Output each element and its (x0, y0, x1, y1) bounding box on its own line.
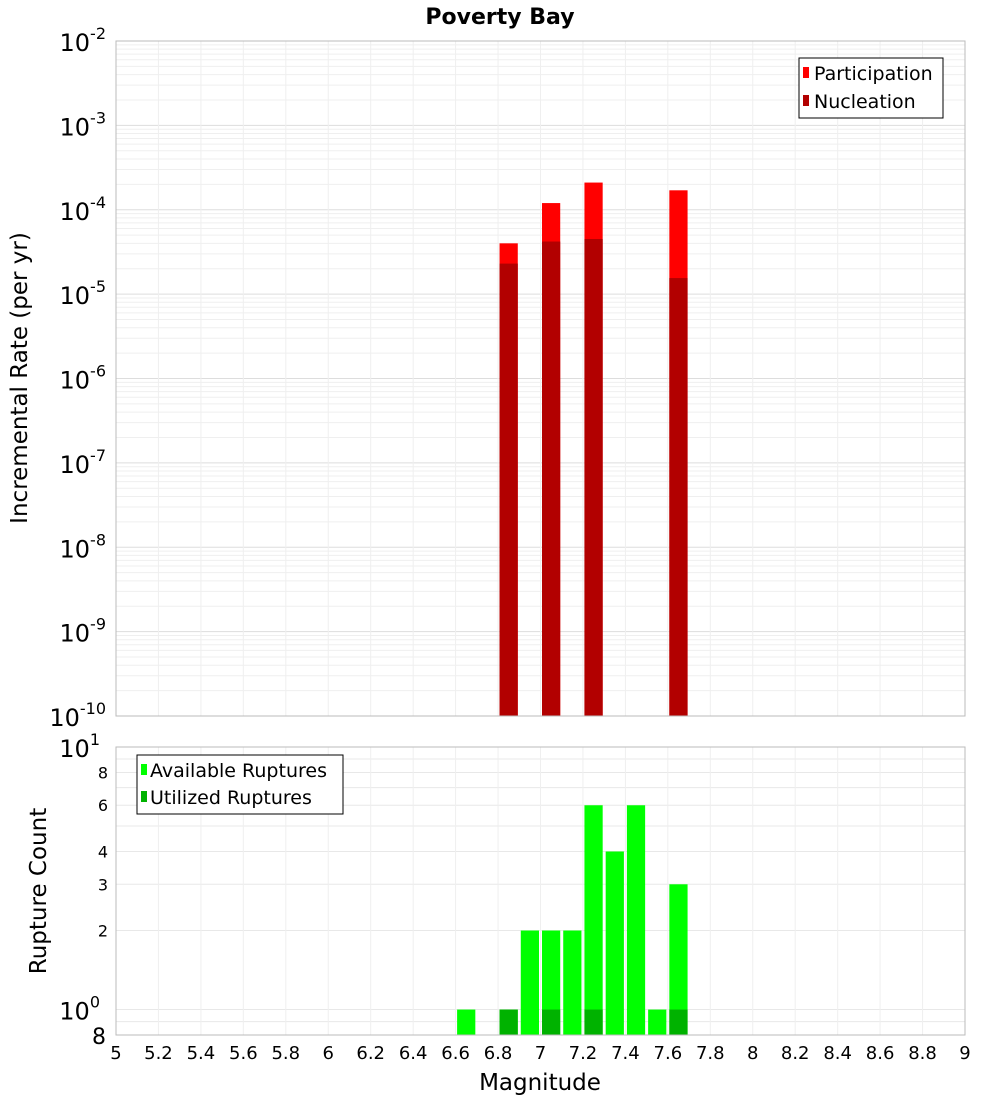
x-tick-label: 7.4 (611, 1043, 640, 1064)
y-tick-label: 10-9 (60, 615, 107, 648)
available-ruptures-bar (584, 805, 603, 1035)
nucleation-bar (542, 241, 561, 717)
top-plot-frame (115, 40, 966, 717)
legend-label-available: Available Ruptures (150, 760, 327, 782)
y-tick-label: 10-8 (60, 530, 107, 563)
x-tick-label: 8 (747, 1043, 758, 1064)
chart-title: Poverty Bay (425, 5, 574, 30)
x-tick-label: 6.2 (356, 1043, 385, 1064)
legend-swatch-nucleation (803, 95, 809, 106)
available-ruptures-bar (626, 805, 646, 1035)
bottom-y-axis-label: Rupture Count (26, 808, 52, 974)
utilized-ruptures-bar (584, 1009, 603, 1035)
nucleation-bar (669, 278, 688, 716)
x-tick-label: 9 (959, 1043, 970, 1064)
top-plot-bars (499, 182, 688, 717)
y-tick-label: 10-5 (60, 277, 107, 310)
x-tick-label: 7.2 (569, 1043, 598, 1064)
legend-swatch-participation (803, 67, 809, 78)
x-tick-label: 8.6 (866, 1043, 895, 1064)
utilized-ruptures-bar (499, 1009, 518, 1035)
y-tick-label: 6 (98, 796, 108, 815)
x-tick-label: 6 (323, 1043, 334, 1064)
utilized-ruptures-bar (669, 1009, 688, 1035)
available-ruptures-bar (669, 884, 688, 1035)
available-ruptures-bar (457, 1009, 476, 1035)
available-ruptures-bar (648, 1009, 667, 1035)
legend-swatch-utilized (141, 791, 147, 802)
x-tick-label: 6.8 (484, 1043, 513, 1064)
x-axis-label: Magnitude (479, 1070, 601, 1096)
y-tick-label: 2 (98, 922, 108, 941)
bottom-legend: Available Ruptures Utilized Ruptures (136, 754, 344, 815)
legend-swatch-available (141, 764, 147, 775)
x-tick-label: 5 (110, 1043, 121, 1064)
y-tick-label: 10-6 (60, 362, 107, 395)
bottom-plot-frame (115, 746, 966, 1036)
utilized-ruptures-bar (542, 1009, 561, 1035)
x-tick-label: 8.8 (908, 1043, 937, 1064)
y-tick-label: 8 (92, 1025, 106, 1050)
x-tick-label: 7.6 (654, 1043, 683, 1064)
x-tick-labels: 5 5.2 5.4 5.6 5.8 6 6.2 6.4 6.6 6.8 7 7.2 7.4 7.6 7.8 8… (110, 1043, 970, 1064)
top-legend: Participation Nucleation (798, 57, 944, 119)
y-tick-label: 10-3 (60, 108, 107, 141)
y-decade-label: 100 (59, 993, 100, 1026)
x-tick-label: 5.2 (144, 1043, 173, 1064)
nucleation-bar (499, 263, 518, 716)
x-tick-label: 5.8 (271, 1043, 300, 1064)
x-tick-label: 5.4 (187, 1043, 216, 1064)
available-ruptures-bar (605, 851, 624, 1035)
available-ruptures-bar (520, 930, 539, 1035)
top-plot-grid (115, 41, 966, 717)
available-ruptures-bar (542, 930, 561, 1035)
legend-label-nucleation: Nucleation (814, 91, 916, 113)
nucleation-bar (584, 239, 603, 716)
x-tick-label: 6.4 (399, 1043, 428, 1064)
x-tick-label: 6.6 (441, 1043, 470, 1064)
y-tick-label: 10-4 (60, 193, 107, 226)
top-y-tick-labels: 10-10 10-9 10-8 10-7 10-6 10-5 10-4 10-3 10-2 (49, 24, 106, 732)
legend-label-utilized: Utilized Ruptures (150, 787, 312, 809)
x-tick-label: 7.8 (696, 1043, 725, 1064)
x-tick-label: 5.6 (229, 1043, 258, 1064)
y-tick-label: 8 (98, 763, 108, 782)
y-tick-label: 3 (98, 875, 108, 894)
y-tick-label: 10-7 (60, 446, 107, 479)
top-y-axis-label: Incremental Rate (per yr) (7, 232, 33, 524)
x-tick-label: 7 (535, 1043, 546, 1064)
y-tick-label: 10-10 (49, 699, 106, 732)
y-decade-label: 101 (59, 730, 100, 763)
legend-label-participation: Participation (814, 63, 933, 85)
y-tick-label: 10-2 (60, 24, 107, 57)
x-tick-label: 8.2 (781, 1043, 810, 1064)
x-tick-label: 8.4 (823, 1043, 852, 1064)
y-tick-label: 4 (98, 842, 108, 861)
bottom-plot-bars (457, 805, 688, 1035)
available-ruptures-bar (563, 930, 582, 1035)
